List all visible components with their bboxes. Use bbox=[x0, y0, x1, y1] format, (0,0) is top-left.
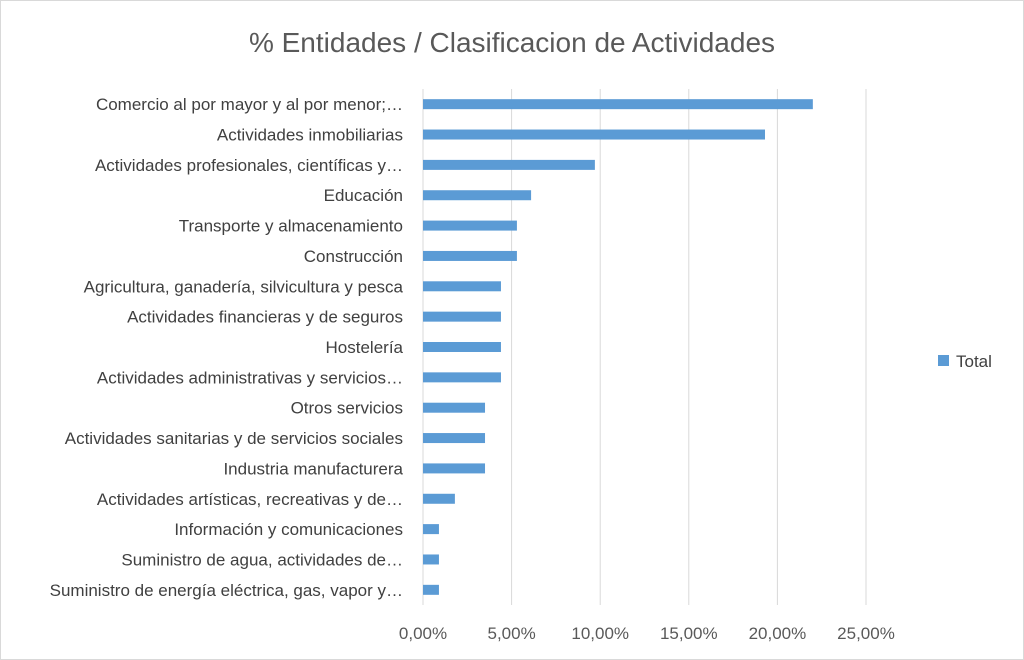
category-label: Construcción bbox=[304, 247, 403, 266]
bar bbox=[423, 554, 439, 565]
category-labels: Comercio al por mayor y al por menor;… Ac… bbox=[50, 95, 404, 600]
x-axis-tick-labels: 0,00% 5,00% 10,00% 15,00% 20,00% 25,00% bbox=[399, 624, 895, 643]
category-label: Comercio al por mayor y al por menor;… bbox=[96, 95, 403, 114]
bar bbox=[423, 402, 486, 413]
bar bbox=[423, 220, 517, 231]
legend-swatch bbox=[938, 355, 949, 366]
category-label: Actividades profesionales, científicas y… bbox=[95, 156, 403, 175]
x-tick-label: 25,00% bbox=[837, 624, 895, 643]
category-label: Industria manufacturera bbox=[223, 459, 403, 478]
bar bbox=[423, 342, 501, 352]
x-tick-label: 5,00% bbox=[487, 624, 535, 643]
x-tick-label: 20,00% bbox=[749, 624, 807, 643]
x-tick-label: 15,00% bbox=[660, 624, 718, 643]
bar bbox=[423, 311, 501, 322]
bar bbox=[423, 524, 439, 535]
category-label: Agricultura, ganadería, silvicultura y p… bbox=[84, 277, 404, 296]
category-label: Transporte y almacenamiento bbox=[179, 217, 403, 236]
bar bbox=[423, 129, 765, 140]
category-label: Información y comunicaciones bbox=[174, 520, 403, 539]
category-label: Actividades inmobiliarias bbox=[217, 126, 403, 145]
legend: Total bbox=[938, 352, 992, 371]
bar bbox=[423, 159, 595, 170]
category-label: Suministro de energía eléctrica, gas, va… bbox=[50, 581, 403, 600]
bars bbox=[423, 99, 813, 595]
bar bbox=[423, 584, 439, 595]
bar bbox=[423, 433, 486, 444]
bar bbox=[423, 372, 501, 383]
bar bbox=[423, 99, 813, 110]
x-tick-label: 10,00% bbox=[571, 624, 629, 643]
bar bbox=[423, 250, 517, 261]
category-label: Educación bbox=[324, 186, 403, 205]
category-label: Actividades financieras y de seguros bbox=[127, 308, 403, 327]
category-label: Otros servicios bbox=[291, 399, 403, 418]
bar bbox=[423, 281, 501, 292]
bar bbox=[423, 493, 455, 504]
bar bbox=[423, 463, 486, 474]
legend-label-total: Total bbox=[956, 352, 992, 371]
category-label: Actividades sanitarias y de servicios so… bbox=[65, 429, 403, 448]
chart-title: % Entidades / Clasificacion de Actividad… bbox=[249, 27, 775, 58]
category-label: Actividades artísticas, recreativas y de… bbox=[97, 490, 403, 509]
x-tick-label: 0,00% bbox=[399, 624, 447, 643]
category-label: Hostelería bbox=[326, 338, 404, 357]
bar bbox=[423, 190, 532, 201]
category-label: Suministro de agua, actividades de… bbox=[121, 550, 403, 569]
category-label: Actividades administrativas y servicios… bbox=[97, 368, 403, 387]
